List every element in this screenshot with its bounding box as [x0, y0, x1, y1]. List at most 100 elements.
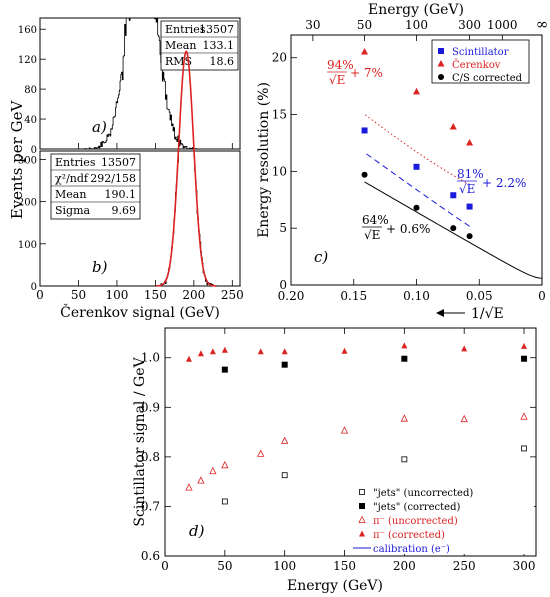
data-point	[221, 346, 228, 353]
x-tick-label: 250	[221, 288, 244, 302]
y-tick-label: 20	[272, 51, 287, 65]
data-point	[209, 348, 216, 355]
x-tick-label: 100	[273, 559, 296, 573]
corrected-formula-const: + 0.6%	[386, 222, 430, 236]
panel-c-ticks: 0.20 0.15 0.10 0.05 0 0 5 10 15 20 30 50 100 300 1000 ∞	[272, 15, 549, 303]
top-tick-label: 1000	[487, 18, 518, 32]
data-point	[281, 348, 288, 355]
panel-c-top-axis-label: Energy (GeV)	[368, 2, 464, 18]
panel-c-ylabel: Energy resolution (%)	[256, 82, 272, 238]
panel-d-ticks: 0 50 100 150 200 250 300 0.6 0.7 0.8 0.9 1.0	[141, 328, 536, 573]
x-tick-label: 250	[453, 559, 476, 573]
panel-c-xlabel: 1/√E	[471, 306, 504, 322]
data-point	[281, 472, 288, 479]
data-point	[257, 348, 264, 355]
panel-d-label: d)	[189, 522, 205, 540]
legend-label: Čerenkov	[452, 59, 501, 71]
y-tick-label: 1.0	[141, 351, 160, 365]
top-tick-label: 50	[357, 18, 372, 32]
top-tick-label: 300	[458, 18, 481, 32]
scintillator-formula-const: + 2.2%	[482, 176, 526, 190]
y-tick-label: 200	[18, 198, 37, 209]
data-point	[221, 498, 228, 505]
data-point	[520, 412, 528, 420]
data-point	[521, 355, 528, 362]
data-point	[521, 445, 527, 452]
legend-marker	[438, 74, 444, 80]
stat-b-entries-label: Entries	[55, 156, 96, 169]
fit-line	[364, 181, 543, 279]
stat-b-sigma-value: 9.69	[112, 204, 137, 217]
panel-a-label: a)	[92, 118, 107, 136]
x-tick-label: 50	[71, 288, 86, 302]
data-point	[466, 233, 473, 240]
y-tick-label: 10	[272, 164, 287, 178]
scintillator-formula-num: 81%	[457, 167, 484, 181]
data-point	[450, 192, 457, 199]
x-tick-label: 150	[144, 288, 167, 302]
x-tick-label: 0.15	[340, 289, 367, 303]
stat-b-sigma-label: Sigma	[55, 204, 91, 217]
panel-c: Energy (GeV) Energy resolution (%) 0.20 0…	[256, 2, 548, 322]
data-point	[401, 355, 408, 362]
data-point	[413, 87, 420, 95]
data-point	[340, 426, 349, 434]
panel-d-series	[185, 342, 528, 505]
stat-a-mean-label: Mean	[165, 39, 196, 52]
data-point	[221, 366, 228, 373]
cerenkov-formula-den: √E	[329, 73, 345, 87]
corrected-formula-num: 64%	[362, 213, 389, 227]
data-point	[461, 345, 468, 352]
y-tick-label: 5	[279, 221, 287, 235]
panel-b-ticks: 0 100 200 300 0 50 100 150 200 250	[18, 155, 244, 302]
y-tick-label: 40	[24, 115, 37, 126]
legend-label: C/S corrected	[452, 73, 523, 84]
panel-c-label: c)	[314, 248, 328, 266]
x-tick-label: 200	[182, 288, 205, 302]
ylabel-ab: Events per GeV	[8, 100, 26, 220]
panel-d-legend: "jets" (uncorrected) "jets" (corrected) π⁻…	[351, 475, 534, 555]
y-tick-label: 0.8	[141, 450, 160, 464]
x-tick-label: 0.05	[466, 289, 493, 303]
panel-a-ticks: 0 40 80 120 160	[18, 25, 233, 156]
data-point	[341, 347, 348, 354]
data-point	[281, 361, 288, 368]
stat-a-rms-label: RMS	[165, 55, 192, 68]
data-point	[401, 456, 408, 463]
x-tick-label: 50	[217, 559, 232, 573]
legend-marker	[438, 48, 444, 54]
data-point	[413, 163, 420, 170]
cerenkov-formula: 94% √E + 7%	[327, 58, 383, 87]
data-point	[460, 414, 468, 423]
y-tick-label: 0	[31, 145, 37, 156]
stat-a-mean-value: 133.1	[203, 39, 235, 52]
stat-b-mean-value: 190.1	[105, 188, 137, 201]
data-point	[361, 48, 369, 55]
y-tick-label: 300	[18, 155, 37, 166]
x-tick-label: 0.20	[278, 289, 305, 303]
scintillator-formula-den: √E	[459, 182, 475, 196]
histogram-bins	[40, 17, 241, 150]
panel-d-ylabel: Scintillator signal / GeV	[132, 357, 148, 527]
data-point	[358, 515, 366, 523]
fit-line	[364, 113, 470, 185]
panel-b-gaussian-fit	[156, 50, 217, 287]
legend-marker	[437, 60, 445, 67]
top-tick-label: 100	[405, 18, 428, 32]
y-tick-label: 120	[18, 55, 37, 66]
stat-b-chi2-value: 292/158	[90, 172, 136, 185]
data-point	[466, 203, 473, 210]
data-point	[413, 204, 420, 211]
panel-a-histogram	[40, 17, 241, 150]
y-tick-label: 160	[18, 25, 37, 36]
panel-a-stats-box: Entries 13507 Mean 133.1 RMS 18.6	[160, 20, 239, 71]
top-tick-label: ∞	[536, 15, 549, 33]
data-point	[185, 355, 192, 362]
x-tick-label: 150	[333, 559, 356, 573]
stat-b-mean-label: Mean	[55, 188, 86, 201]
corrected-formula-den: √E	[364, 228, 380, 242]
data-point	[359, 489, 365, 495]
stat-a-entries-value: 13507	[199, 23, 234, 36]
